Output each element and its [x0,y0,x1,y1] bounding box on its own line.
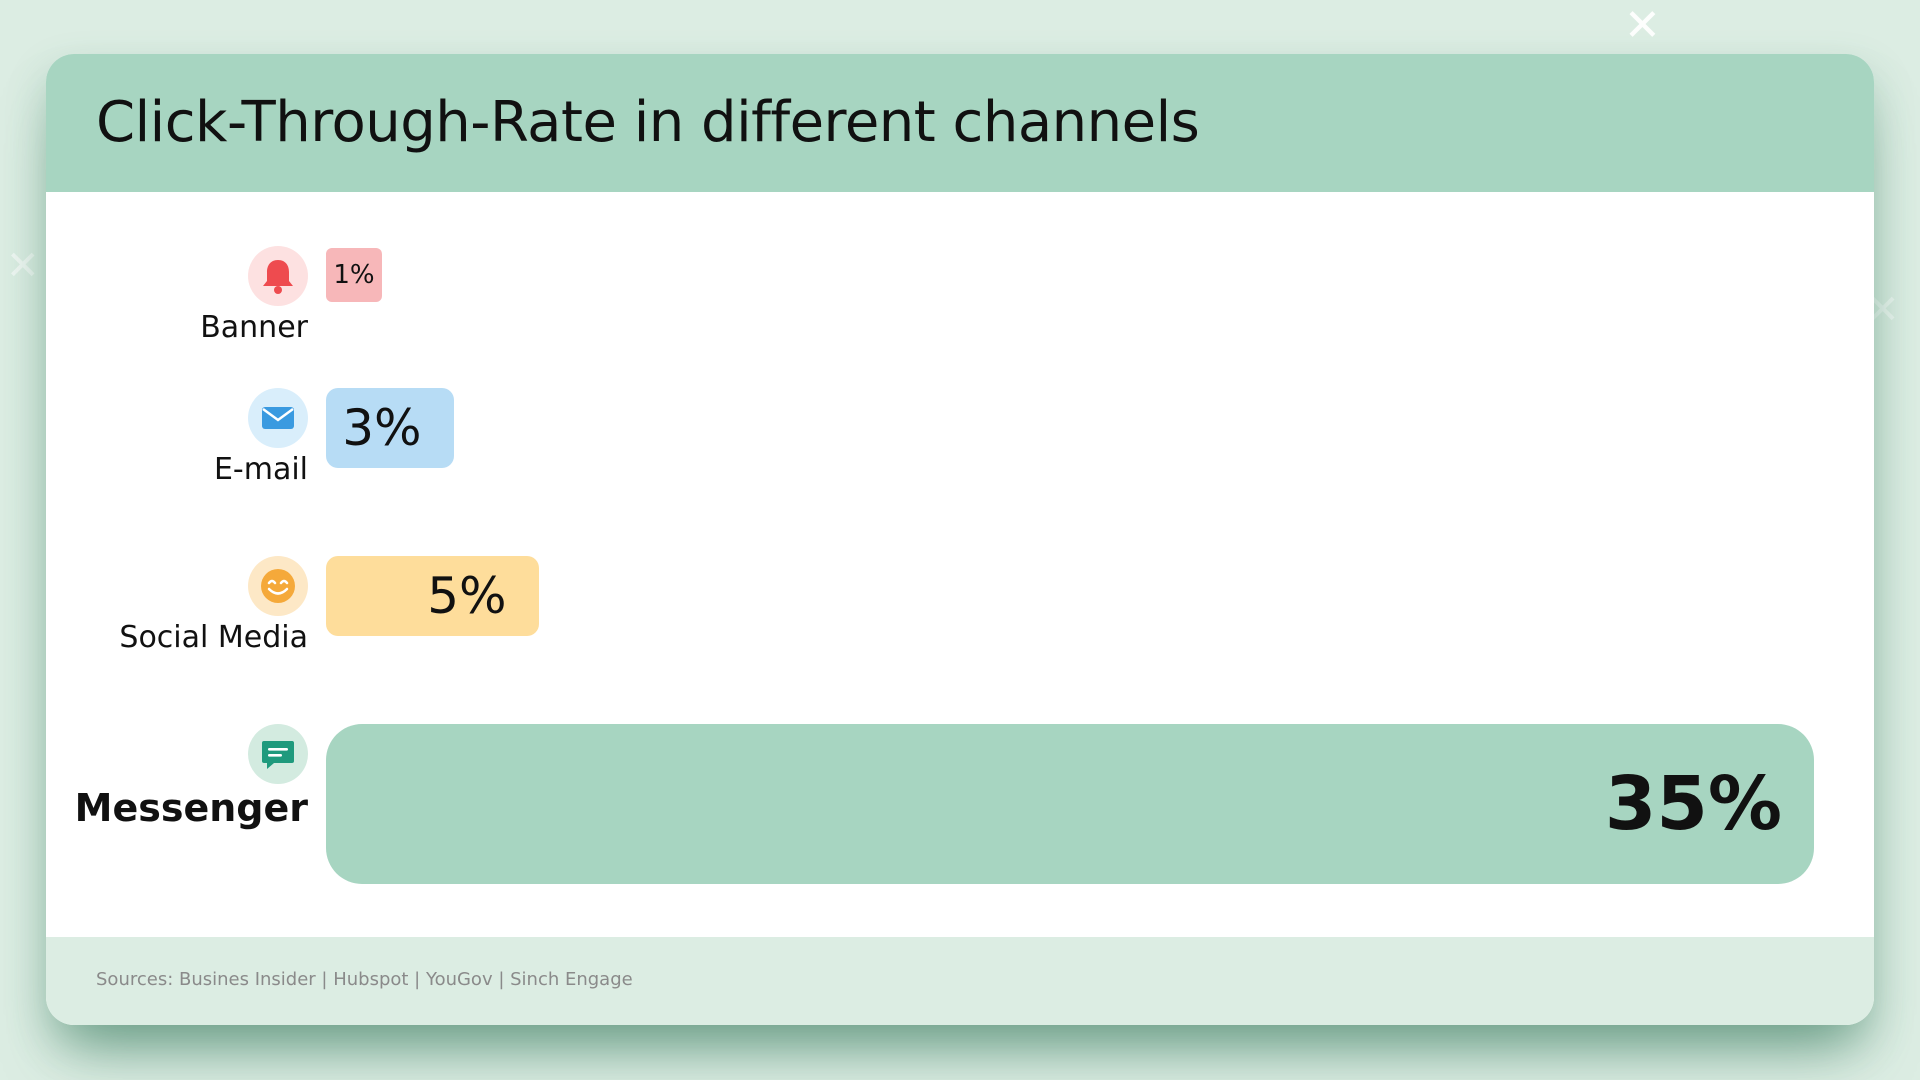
category-label: E-mail [213,452,308,487]
bar-banner: 1% [326,248,382,302]
decorative-x-top: ✕ [1624,0,1661,51]
chart-row-messenger: Messenger 35% [46,724,1874,884]
bar-social-media: 5% [326,556,539,636]
sources-text: Sources: Busines Insider | Hubspot | You… [96,969,633,990]
chart-row-social-media: Social Media 5% [46,556,1874,655]
category-label: Banner [200,310,308,345]
category-label: Messenger [74,786,308,830]
chart-row-banner: Banner 1% [46,246,1874,345]
card-footer: Sources: Busines Insider | Hubspot | You… [46,937,1874,1025]
bar-e-mail: 3% [326,388,454,468]
chart-row-e-mail: E-mail 3% [46,388,1874,487]
value-label: 5% [427,567,507,625]
value-label: 3% [342,399,422,457]
value-label: 1% [333,260,375,290]
chart-card: Click-Through-Rate in different channels… [46,54,1874,1025]
bell-icon [248,246,308,306]
bar-messenger: 35% [326,724,1814,884]
chat-bubble-icon [248,724,308,784]
decorative-x-left: ✕ [6,243,40,289]
value-label: 35% [1604,761,1782,847]
category-label: Social Media [119,620,308,655]
envelope-icon [248,388,308,448]
card-header: Click-Through-Rate in different channels [46,54,1874,192]
chart-title: Click-Through-Rate in different channels [96,90,1200,155]
smiley-icon [248,556,308,616]
